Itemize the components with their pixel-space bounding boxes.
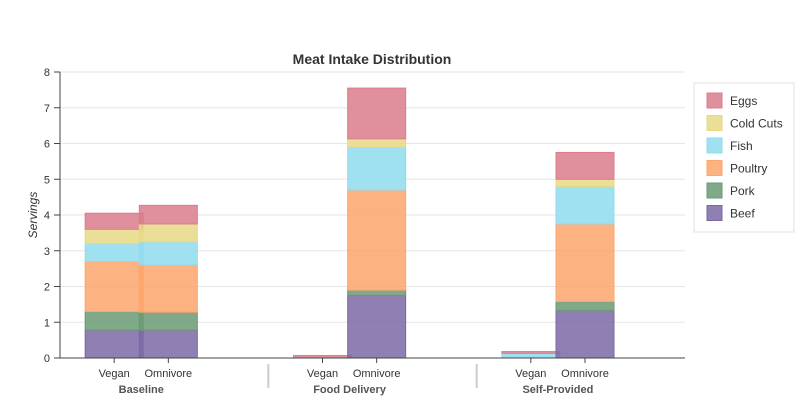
legend-label: Poultry bbox=[730, 162, 767, 176]
bar-eggs-1 bbox=[138, 204, 198, 225]
bar-cold-cuts-5 bbox=[555, 178, 615, 187]
bar-poultry-0 bbox=[84, 260, 144, 313]
x-tick-label: Vegan bbox=[515, 368, 546, 380]
y-axis-label: Servings bbox=[26, 192, 40, 239]
y-tick-label-7: 7 bbox=[44, 103, 50, 115]
bar-fish-5 bbox=[555, 185, 615, 225]
legend-swatch-poultry bbox=[706, 160, 723, 176]
x-tick-label: Omnivore bbox=[144, 368, 192, 380]
legend-label: Pork bbox=[730, 184, 756, 198]
bar-beef-0 bbox=[84, 329, 144, 359]
legend-label: Fish bbox=[730, 139, 753, 153]
bar-pork-3 bbox=[347, 289, 407, 296]
x-tick-label: Vegan bbox=[99, 368, 130, 380]
bar-eggs-5 bbox=[555, 151, 615, 180]
bar-fish-4 bbox=[501, 352, 561, 359]
legend-swatch-cold-cuts bbox=[706, 115, 723, 131]
y-tick-label-8: 8 bbox=[44, 67, 50, 79]
x-group-label: Food Delivery bbox=[313, 384, 387, 396]
bar-eggs-0 bbox=[84, 212, 144, 230]
x-group-label: Self-Provided bbox=[522, 384, 593, 396]
bar-beef-3 bbox=[347, 294, 407, 359]
y-tick-label-3: 3 bbox=[44, 246, 50, 258]
legend-label: Cold Cuts bbox=[730, 117, 783, 131]
y-tick-label-0: 0 bbox=[44, 353, 50, 365]
y-tick-label-2: 2 bbox=[44, 282, 50, 294]
x-tick-label: Omnivore bbox=[353, 368, 401, 380]
legend: Eggs Cold Cuts Fish Poultry Pork Beef bbox=[693, 82, 795, 233]
bar-cold-cuts-0 bbox=[84, 228, 144, 245]
axes: 0 1 2 3 4 5 6 7 8 Vegan Omnivore Vegan Omnivore Vegan… bbox=[44, 67, 685, 396]
y-tick-label-4: 4 bbox=[44, 210, 50, 222]
bar-pork-1 bbox=[138, 311, 198, 331]
bar-fish-0 bbox=[84, 243, 144, 262]
bar-eggs-4 bbox=[501, 351, 561, 354]
bar-cold-cuts-3 bbox=[347, 138, 407, 148]
bar-beef-1 bbox=[138, 329, 198, 359]
bar-pork-0 bbox=[84, 311, 144, 331]
legend-label: Beef bbox=[730, 207, 755, 221]
bar-poultry-5 bbox=[555, 223, 615, 303]
bar-beef-5 bbox=[555, 309, 615, 359]
legend-label: Eggs bbox=[730, 94, 757, 108]
y-tick-label-5: 5 bbox=[44, 174, 50, 186]
y-tick-label-1: 1 bbox=[44, 317, 50, 329]
bar-fish-1 bbox=[138, 241, 198, 266]
bar-poultry-3 bbox=[347, 189, 407, 291]
legend-swatch-beef bbox=[706, 205, 723, 221]
y-tick-label-6: 6 bbox=[44, 139, 50, 151]
bar-pork-5 bbox=[555, 301, 615, 311]
bar-cold-cuts-1 bbox=[138, 223, 198, 243]
bar-poultry-1 bbox=[138, 264, 198, 313]
x-tick-label: Omnivore bbox=[561, 368, 609, 380]
legend-swatch-fish bbox=[706, 137, 723, 154]
x-group-label: Baseline bbox=[119, 384, 164, 396]
bar-fish-3 bbox=[347, 146, 407, 191]
bars bbox=[84, 87, 615, 359]
bar-eggs-3 bbox=[347, 87, 407, 140]
legend-swatch-eggs bbox=[706, 92, 723, 109]
x-tick-label: Vegan bbox=[307, 368, 338, 380]
chart-title: Meat Intake Distribution bbox=[293, 51, 452, 67]
legend-swatch-pork bbox=[706, 182, 723, 199]
